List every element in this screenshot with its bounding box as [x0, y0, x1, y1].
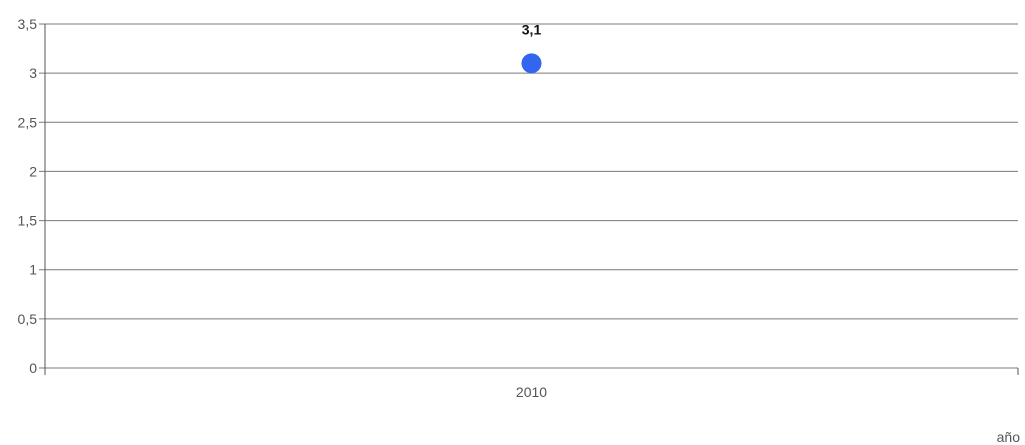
grid-lines [39, 23, 1018, 369]
y-tick-label: 3,5 [18, 16, 38, 32]
y-tick-label: 2 [29, 163, 37, 179]
y-tick-label: 1 [29, 262, 37, 278]
data-label: 3,1 [522, 21, 542, 37]
y-tick-label: 1,5 [18, 213, 38, 229]
y-tick-label: 3 [29, 65, 37, 81]
y-tick-label: 0,5 [18, 311, 38, 327]
x-axis-title: año [997, 429, 1021, 445]
y-tick-label: 0 [29, 360, 37, 376]
x-axis: 2010 [44, 368, 1019, 400]
data-point[interactable] [521, 53, 542, 74]
y-tick-label: 2,5 [18, 114, 38, 130]
x-tick-label: 2010 [516, 384, 547, 400]
data-points: 3,1 [521, 21, 542, 74]
y-axis-tick-labels: 0 0,5 1 1,5 2 2,5 3 3,5 [18, 16, 38, 376]
